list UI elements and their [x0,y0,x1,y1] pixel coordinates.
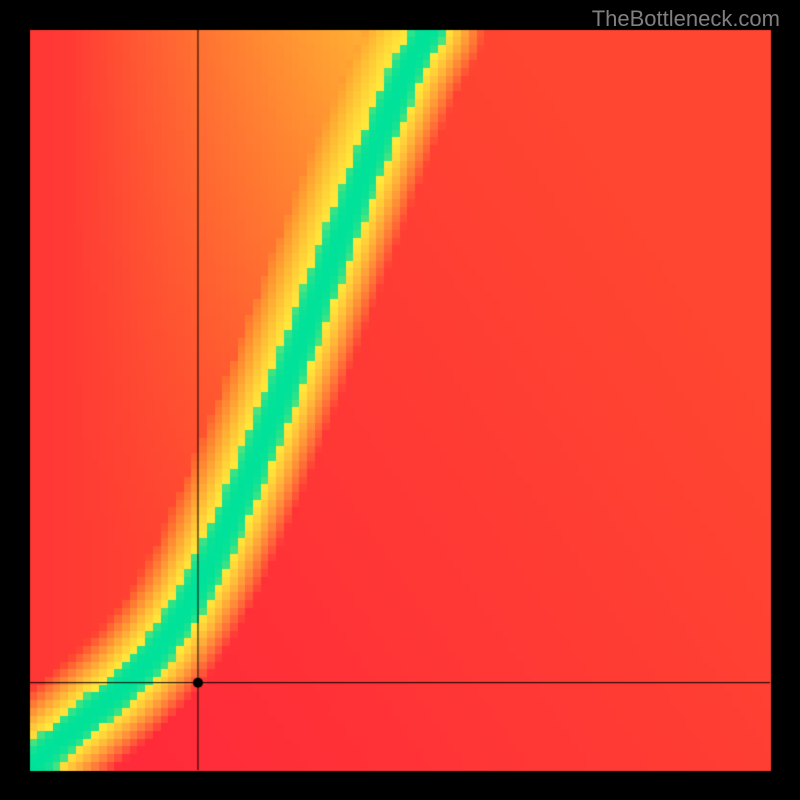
watermark-text: TheBottleneck.com [592,6,780,32]
chart-container: TheBottleneck.com [0,0,800,800]
bottleneck-heatmap [0,0,800,800]
